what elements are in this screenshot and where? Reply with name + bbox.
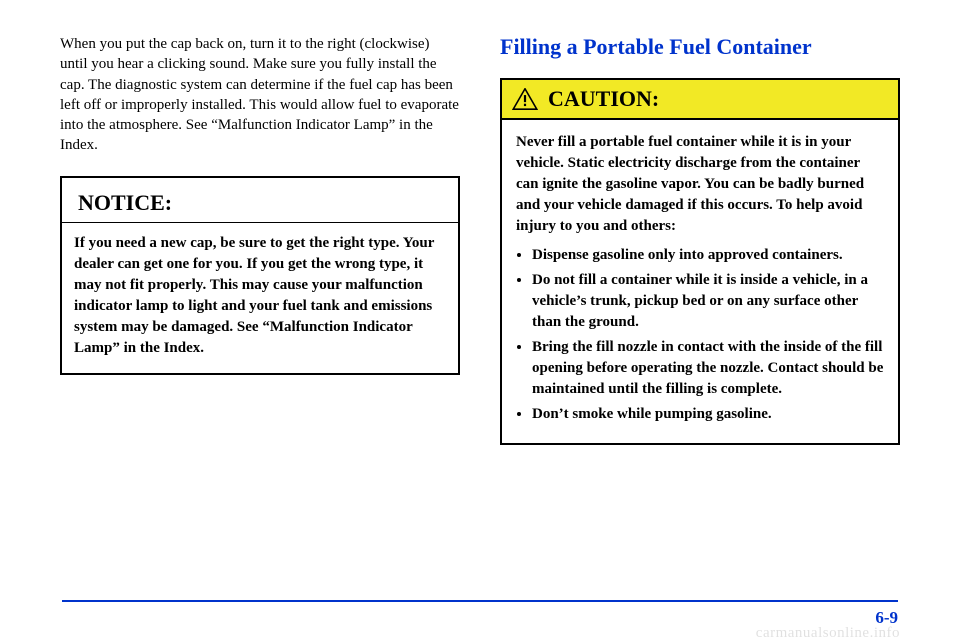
right-column: Filling a Portable Fuel Container CAUTIO… [500,34,900,445]
caution-list: Dispense gasoline only into approved con… [516,245,884,425]
caution-intro: Never fill a portable fuel container whi… [516,132,884,237]
caution-body: Never fill a portable fuel container whi… [502,120,898,443]
caution-item: Do not fill a container while it is insi… [532,270,884,333]
footer-rule [62,600,898,602]
caution-item: Don’t smoke while pumping gasoline. [532,404,884,425]
manual-page: When you put the cap back on, turn it to… [0,0,960,640]
caution-box: CAUTION: Never fill a portable fuel cont… [500,78,900,445]
left-column: When you put the cap back on, turn it to… [60,34,460,445]
watermark-text: carmanualsonline.info [756,625,900,642]
caution-item: Dispense gasoline only into approved con… [532,245,884,266]
caution-item: Bring the fill nozzle in contact with th… [532,337,884,400]
notice-box: NOTICE: If you need a new cap, be sure t… [60,176,460,375]
notice-heading: NOTICE: [78,190,446,216]
notice-body: If you need a new cap, be sure to get th… [74,233,446,359]
two-column-layout: When you put the cap back on, turn it to… [60,34,900,445]
section-heading: Filling a Portable Fuel Container [500,34,900,60]
caution-header: CAUTION: [502,80,898,120]
warning-triangle-icon [512,88,538,110]
notice-divider [62,222,458,223]
caution-title: CAUTION: [548,86,659,112]
intro-paragraph: When you put the cap back on, turn it to… [60,34,460,156]
